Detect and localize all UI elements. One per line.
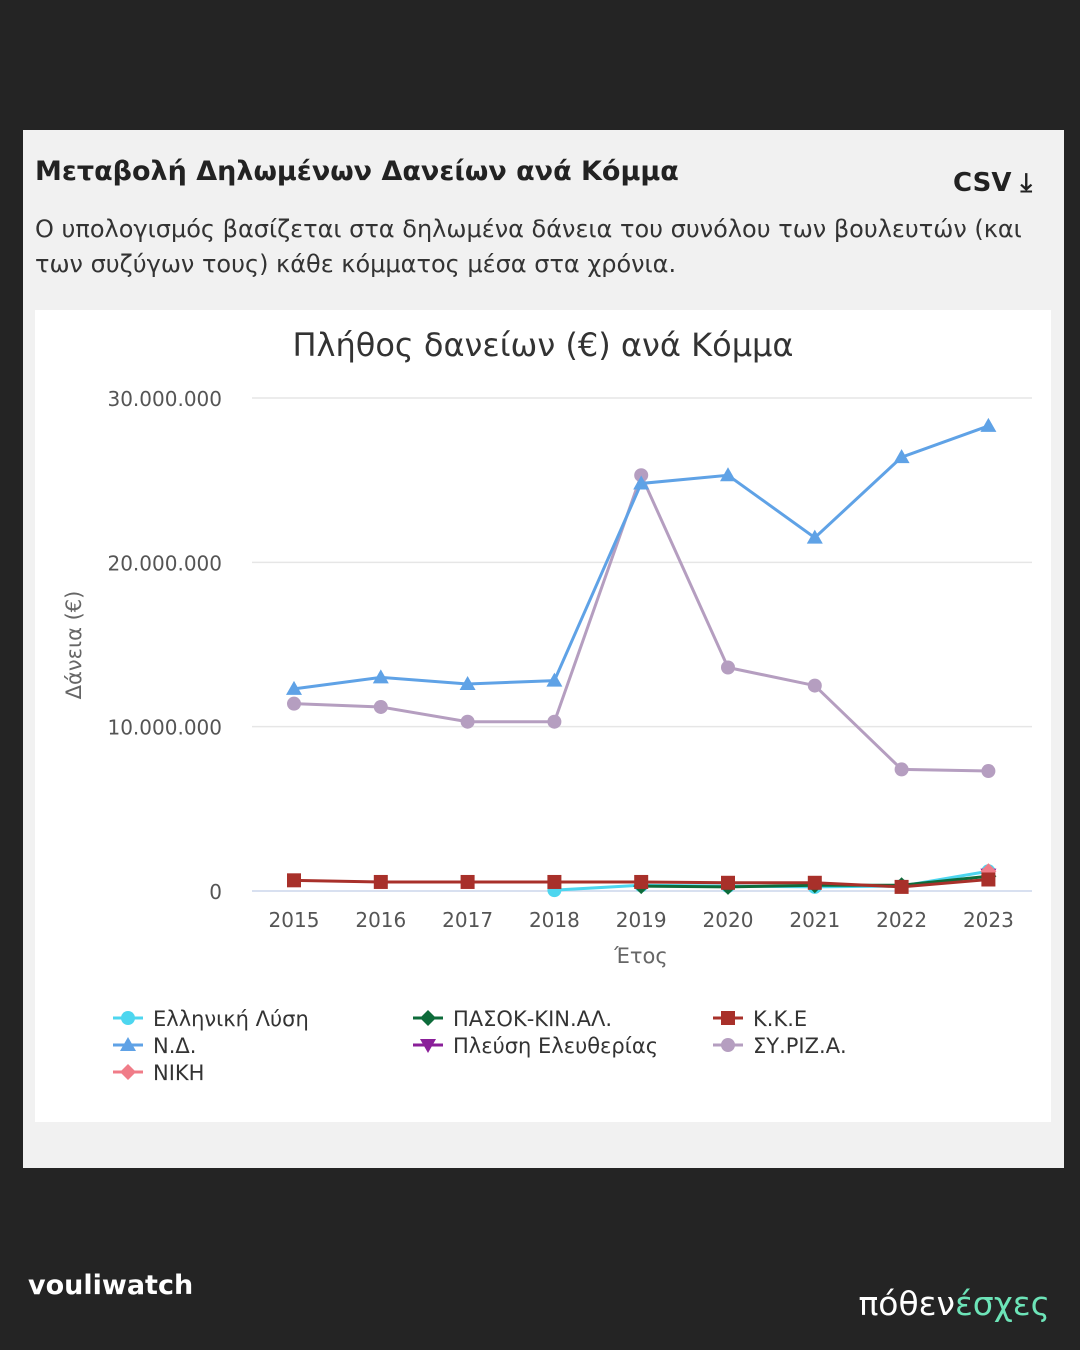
data-point <box>547 714 562 729</box>
data-point <box>894 879 909 894</box>
data-point <box>633 475 650 490</box>
line-chart: Πλήθος δανείων (€) ανά Κόμμα 0 10.000.000 2… <box>62 326 1032 1085</box>
data-point <box>721 875 735 890</box>
vouliwatch-logo: vouliwatch <box>28 1270 194 1301</box>
data-point <box>634 874 649 889</box>
legend-label[interactable]: ΣΥ.ΡΙΖ.Α. <box>753 1034 847 1058</box>
x-tick-label: 2016 <box>355 908 406 932</box>
legend-marker <box>420 1010 436 1026</box>
data-point <box>894 762 909 777</box>
legend-marker <box>420 1039 436 1053</box>
x-tick-label: 2019 <box>616 908 667 932</box>
x-axis-title: Έτος <box>613 944 667 968</box>
pothenesxes-logo: πόθενέσχες <box>858 1284 1050 1323</box>
data-point <box>981 872 996 887</box>
card-description: Ο υπολογισμός βασίζεται στα δηλωμένα δάν… <box>35 215 1022 278</box>
chart-title: Πλήθος δανείων (€) ανά Κόμμα <box>292 326 793 364</box>
data-point <box>634 468 649 483</box>
legend-marker <box>120 1037 136 1051</box>
y-tick-label: 20.000.000 <box>107 551 222 575</box>
data-point <box>460 874 475 889</box>
y-axis-title: Δάνεια (€) <box>62 591 86 700</box>
data-point <box>806 529 823 544</box>
x-tick-label: 2015 <box>269 908 320 932</box>
data-point <box>373 699 388 714</box>
x-tick-label: 2022 <box>876 908 927 932</box>
data-point <box>547 874 562 889</box>
legend-label[interactable]: Ελληνική Λύση <box>153 1007 309 1031</box>
legend-label[interactable]: Ν.Δ. <box>153 1034 196 1058</box>
data-point <box>460 714 475 729</box>
chart-card: Μεταβολή Δηλωμένων Δανείων ανά Κόμμα CSV… <box>23 130 1064 1168</box>
y-tick-label: 0 <box>209 880 222 904</box>
data-point <box>373 874 388 889</box>
legend-label[interactable]: Πλεύση Ελευθερίας <box>453 1034 658 1058</box>
legend-marker <box>120 1064 136 1080</box>
legend-marker <box>721 1011 735 1025</box>
card-title: Μεταβολή Δηλωμένων Δανείων ανά Κόμμα <box>35 156 679 187</box>
x-tick-label: 2017 <box>442 908 493 932</box>
legend-marker <box>121 1011 135 1025</box>
x-tick-label: 2021 <box>789 908 840 932</box>
series-line <box>293 424 989 691</box>
y-tick-label: 30.000.000 <box>107 387 222 411</box>
y-tick-label: 10.000.000 <box>107 716 222 740</box>
data-point <box>287 873 301 888</box>
data-point <box>372 669 389 684</box>
data-point <box>807 875 822 890</box>
data-point <box>721 660 735 675</box>
x-tick-label: 2018 <box>529 908 580 932</box>
data-point <box>893 449 910 464</box>
data-point <box>981 764 996 779</box>
data-point <box>720 467 736 482</box>
legend-label[interactable]: ΝΙΚΗ <box>153 1061 204 1085</box>
data-point <box>287 696 301 711</box>
chart-panel: Πλήθος δανείων (€) ανά Κόμμα 0 10.000.000 2… <box>35 310 1051 1122</box>
x-tick-label: 2020 <box>703 908 754 932</box>
legend-marker <box>721 1038 735 1052</box>
data-point <box>980 417 997 432</box>
x-tick-label: 2023 <box>963 908 1014 932</box>
data-point <box>286 680 302 695</box>
data-point <box>459 675 476 690</box>
legend-label[interactable]: Κ.Κ.Ε <box>753 1007 807 1031</box>
data-point <box>807 678 822 693</box>
csv-download-button[interactable]: CSV ⤓ <box>953 168 1032 198</box>
legend-label[interactable]: ΠΑΣΟΚ-ΚΙΝ.ΑΛ. <box>453 1007 612 1031</box>
data-point <box>546 672 563 687</box>
